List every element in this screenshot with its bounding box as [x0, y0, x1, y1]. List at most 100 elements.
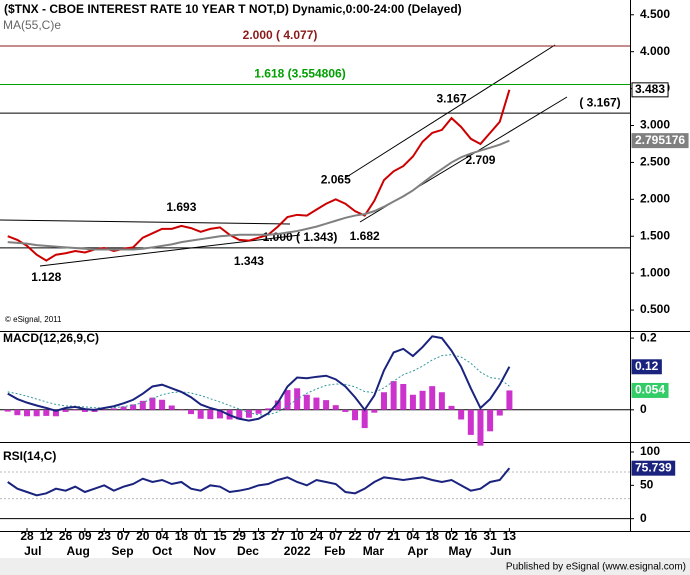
histogram-bar	[101, 409, 108, 411]
histogram-bar	[91, 409, 98, 412]
trend-line	[0, 219, 291, 225]
histogram-bar	[274, 400, 281, 410]
x-month-label: Apr	[407, 544, 428, 558]
x-month-label: 2022	[284, 544, 311, 558]
series-line	[7, 354, 510, 416]
y-tick-label: 2.500	[640, 155, 670, 169]
y-tick-label: 50	[640, 478, 654, 492]
last-value-box	[631, 133, 689, 149]
x-tick-label: 04	[155, 529, 169, 543]
x-tick-label: 18	[426, 529, 440, 543]
histogram-bar	[400, 383, 407, 410]
level-label: ( 3.167)	[579, 95, 620, 109]
y-tick-label: 1.500	[640, 228, 670, 242]
y-tick-label: 0.2	[640, 330, 657, 344]
histogram-bar	[458, 409, 465, 420]
histogram-bar	[342, 409, 349, 412]
x-month-label: Jun	[490, 544, 511, 558]
x-tick-label: 20	[136, 529, 150, 543]
histogram-bar	[255, 409, 262, 414]
y-tick-label: 0	[640, 402, 647, 416]
histogram-bar	[429, 386, 436, 410]
annotation: 1.128	[31, 270, 61, 284]
level-label: 1.618 (3.554806)	[254, 67, 345, 81]
last-value-label: 75.739	[635, 460, 672, 474]
histogram-bar	[496, 409, 503, 416]
x-tick-label: 13	[252, 529, 266, 543]
level-label: 2.000 ( 4.077)	[243, 28, 318, 42]
x-month-label: Aug	[66, 544, 89, 558]
histogram-bar	[52, 409, 59, 417]
annotation: 2.065	[321, 173, 351, 187]
histogram-bar	[438, 392, 445, 410]
trend-line	[344, 44, 556, 179]
x-month-label: May	[449, 544, 473, 558]
footer: Published by eSignal (www.esignal.com)	[506, 562, 686, 573]
histogram-bar	[303, 394, 310, 410]
histogram-bar	[14, 409, 21, 416]
x-month-label: Nov	[193, 544, 216, 558]
histogram-bar	[207, 409, 214, 420]
histogram-bar	[332, 405, 339, 410]
x-tick-label: 07	[329, 529, 343, 543]
last-value-box	[631, 382, 669, 398]
annotation: 1.343	[234, 254, 264, 268]
x-tick-label: 07	[117, 529, 131, 543]
last-value-box	[631, 82, 669, 98]
histogram-bar	[43, 409, 50, 416]
x-month-label: Oct	[152, 544, 172, 558]
histogram-bar	[110, 408, 117, 410]
legend-label: MA(55,C)e	[3, 18, 61, 32]
last-value-label: 0.054	[635, 383, 665, 397]
x-tick-label: 16	[464, 529, 478, 543]
x-tick-label: 12	[40, 529, 54, 543]
histogram-bar	[409, 394, 416, 410]
footer-bar	[0, 558, 690, 575]
series-line	[7, 139, 510, 251]
histogram-bar	[284, 390, 291, 410]
histogram-bar	[419, 390, 426, 410]
x-tick-label: 31	[483, 529, 497, 543]
x-tick-label: 13	[503, 529, 517, 543]
y-tick-label: 2.000	[640, 192, 670, 206]
histogram-bar	[197, 409, 204, 419]
x-tick-label: 01	[194, 529, 208, 543]
x-month-label: Mar	[363, 544, 385, 558]
x-month-label: Jul	[24, 544, 41, 558]
x-tick-label: 22	[348, 529, 362, 543]
x-tick-label: 15	[213, 529, 227, 543]
x-tick-label: 07	[368, 529, 382, 543]
y-tick-label: 0.500	[640, 302, 670, 316]
histogram-bar	[149, 397, 156, 410]
last-value-label: 2.795176	[635, 133, 685, 147]
histogram-bar	[139, 400, 146, 410]
histogram-bar	[72, 409, 79, 411]
histogram-bar	[323, 400, 330, 410]
histogram-bar	[487, 409, 494, 432]
histogram-bar	[380, 392, 387, 410]
y-tick-label: 0	[640, 511, 647, 525]
x-tick-label: 10	[290, 529, 304, 543]
x-tick-label: 18	[175, 529, 189, 543]
x-tick-label: 02	[445, 529, 459, 543]
trend-line	[39, 234, 301, 267]
histogram-bar	[81, 409, 88, 412]
copyright: © eSignal, 2011	[5, 315, 62, 324]
last-value-box	[631, 460, 676, 476]
x-month-label: Sep	[112, 544, 134, 558]
histogram-bar	[390, 381, 397, 410]
x-month-label: Dec	[237, 544, 259, 558]
x-tick-label: 23	[98, 529, 112, 543]
annotation: 1.682	[350, 229, 380, 243]
x-month-label: Feb	[324, 544, 345, 558]
histogram-bar	[188, 409, 195, 415]
histogram-bar	[216, 409, 223, 419]
histogram-bar	[245, 409, 252, 418]
histogram-bar	[448, 405, 455, 410]
histogram-bar	[477, 409, 484, 446]
x-tick-label: 04	[406, 529, 420, 543]
histogram-bar	[371, 409, 378, 413]
panel-title: RSI(14,C)	[3, 449, 56, 463]
